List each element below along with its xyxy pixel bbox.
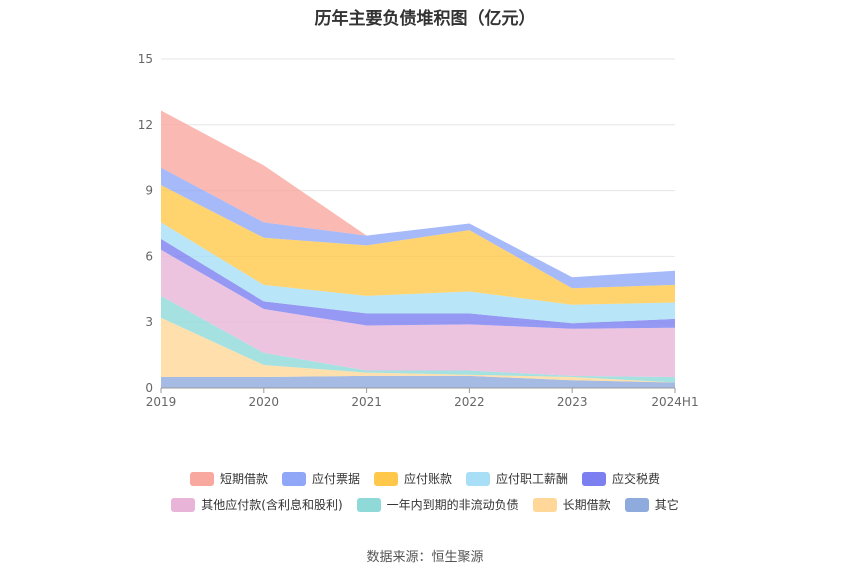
legend-item[interactable]: 应付账款 [373, 470, 452, 487]
legend-label: 应交税费 [612, 472, 661, 486]
legend-swatch [171, 497, 196, 512]
stacked-area-chart: 0 3 6 9 12 15 2019 2020 2021 2022 2023 2024H1 [138, 52, 699, 409]
legend-row: 短期借款 应付票据 应付账款 应付职工薪酬 应交税费 [0, 470, 850, 487]
legend-item[interactable]: 其它 [624, 496, 679, 513]
area-series-0 [161, 375, 675, 388]
legend-swatch [582, 471, 607, 486]
area-series-3 [161, 249, 675, 377]
x-tick-label: 2020 [249, 395, 280, 409]
legend-row: 其他应付款(含利息和股利) 一年内到期的非流动负债 长期借款 其它 [0, 496, 850, 513]
area-series-6 [161, 185, 675, 305]
legend-swatch [356, 497, 381, 512]
chart-title: 历年主要负债堆积图（亿元） [314, 9, 536, 29]
y-tick-label: 12 [138, 118, 153, 132]
legend-swatch [373, 471, 398, 486]
x-tick-label: 2024H1 [651, 395, 698, 409]
area-series-8 [161, 110, 675, 278]
x-tick-label: 2019 [146, 395, 177, 409]
legend-swatch [624, 497, 649, 512]
legend-label: 长期借款 [562, 498, 611, 512]
x-tick-label: 2021 [351, 395, 382, 409]
y-tick-label: 3 [145, 315, 153, 329]
legend-label: 应付账款 [403, 472, 452, 486]
chart-legend: 短期借款 应付票据 应付账款 应付职工薪酬 应交税费其他应付款(含利息和股利) 一年内到期… [0, 470, 850, 522]
legend-swatch [281, 471, 306, 486]
area-series-5 [161, 222, 675, 324]
legend-item[interactable]: 短期借款 [189, 470, 268, 487]
y-tick-label: 9 [145, 184, 153, 198]
legend-label: 应付职工薪酬 [496, 472, 569, 486]
y-tick-label: 6 [145, 249, 153, 263]
legend-item[interactable]: 应付票据 [281, 470, 360, 487]
legend-label: 其他应付款(含利息和股利) [201, 498, 343, 512]
legend-label: 短期借款 [219, 472, 268, 486]
y-tick-label: 15 [138, 52, 153, 66]
legend-swatch [532, 497, 557, 512]
legend-item[interactable]: 长期借款 [532, 496, 611, 513]
x-tick-label: 2023 [557, 395, 588, 409]
data-source: 数据来源：恒生聚源 [366, 550, 484, 565]
legend-item[interactable]: 一年内到期的非流动负债 [356, 496, 519, 513]
area-series-7 [161, 167, 675, 289]
legend-item[interactable]: 应交税费 [582, 470, 660, 487]
area-series-4 [161, 238, 675, 329]
legend-swatch [189, 471, 214, 486]
legend-swatch [466, 471, 490, 486]
legend-item[interactable]: 应付职工薪酬 [466, 470, 568, 487]
y-tick-label: 0 [145, 381, 153, 395]
area-series-2 [161, 295, 675, 383]
area-series-1 [161, 317, 675, 383]
legend-label: 其它 [654, 498, 679, 512]
x-tick-label: 2022 [454, 395, 485, 409]
legend-item[interactable]: 其他应付款(含利息和股利) [171, 496, 343, 513]
legend-label: 一年内到期的非流动负债 [386, 498, 519, 512]
legend-label: 应付票据 [311, 472, 360, 486]
